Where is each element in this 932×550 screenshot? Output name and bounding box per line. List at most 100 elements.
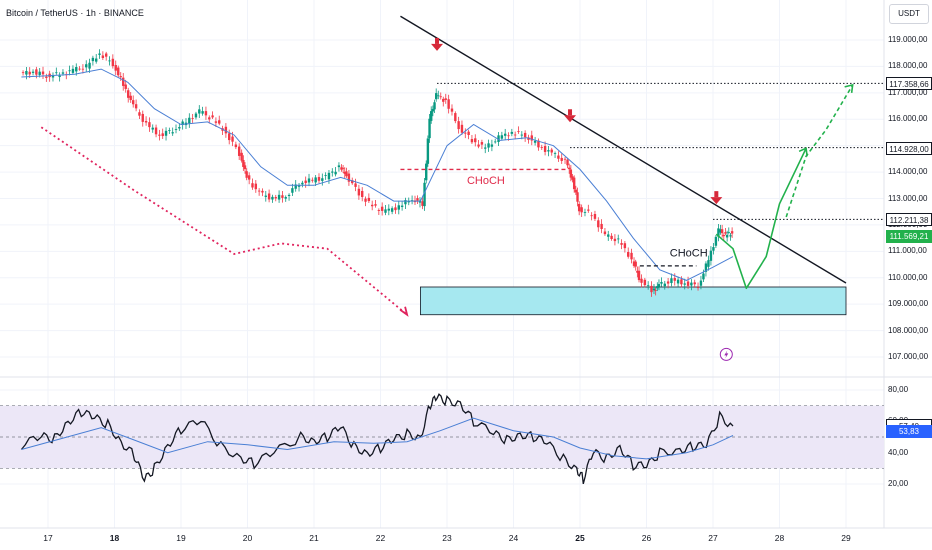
candle-body <box>361 190 364 197</box>
candle-body <box>620 243 623 245</box>
candle-body <box>610 235 613 240</box>
y-axis-tick: 109.000,00 <box>888 299 929 309</box>
candle-body <box>85 64 88 68</box>
candle-body <box>345 171 348 177</box>
candle-body <box>314 177 317 183</box>
down-arrow-icon <box>714 191 719 198</box>
x-axis-tick: 25 <box>575 533 585 543</box>
candle-body <box>444 98 447 100</box>
x-axis-tick: 28 <box>774 533 785 543</box>
candle-body <box>188 117 191 124</box>
candle-body <box>400 205 404 207</box>
candle-body <box>331 171 334 173</box>
candle-body <box>337 165 341 168</box>
candle-body <box>439 96 442 98</box>
candle-body <box>271 196 274 200</box>
candle-body <box>533 140 537 143</box>
candle-body <box>650 285 653 293</box>
candle-body <box>245 171 248 178</box>
candle-body <box>683 283 686 285</box>
candle-body <box>613 238 617 242</box>
price-label: 111.569,21 <box>886 230 932 244</box>
historic-dotted-arrow <box>40 126 408 316</box>
x-axis-tick: 18 <box>109 533 120 543</box>
candle-body <box>500 135 504 139</box>
candle-body <box>673 278 676 281</box>
candle-body <box>204 111 208 116</box>
currency-button[interactable]: USDT <box>889 4 929 24</box>
y-axis-tick: 118.000,00 <box>888 61 928 71</box>
candle-body <box>428 118 431 139</box>
candle-body <box>597 220 600 228</box>
candle-body <box>663 283 666 287</box>
candle-body <box>357 188 361 196</box>
candle-body <box>134 104 138 109</box>
candle-body <box>321 178 324 181</box>
x-axis-tick: 17 <box>43 533 53 543</box>
candle-body <box>45 76 48 78</box>
candle-body <box>174 129 178 130</box>
candle-body <box>530 135 533 141</box>
candle-body <box>725 234 729 238</box>
candle-body <box>719 229 722 233</box>
projection-solid-path <box>715 147 807 290</box>
rsi-ma-line <box>21 417 734 460</box>
candle-body <box>720 229 724 234</box>
rsi-value-label: 53,83 <box>886 424 932 438</box>
y-axis-tick: 111.000,00 <box>888 246 927 256</box>
candle-body <box>261 190 264 193</box>
candle-body <box>660 282 663 284</box>
candle-body <box>447 99 450 109</box>
x-axis-tick: 27 <box>708 533 718 543</box>
candle-body <box>240 152 243 161</box>
candle-body <box>632 261 636 266</box>
candle-body <box>636 270 639 273</box>
candle-body <box>144 120 148 123</box>
candle-body <box>247 175 251 180</box>
candle-body <box>587 209 590 211</box>
candle-body <box>454 113 457 122</box>
candle-body <box>722 235 726 237</box>
candle-body <box>384 209 387 213</box>
candle-body <box>237 146 241 156</box>
candle-body <box>191 118 194 119</box>
candle-body <box>61 72 65 74</box>
candle-body <box>646 285 650 287</box>
projection-arrow-head <box>844 83 854 94</box>
candle-body <box>198 109 201 114</box>
candle-body <box>127 90 130 98</box>
candle-body <box>81 68 85 70</box>
candle-body <box>122 77 125 86</box>
candle-body <box>560 157 563 161</box>
rsi-axis-tick: 80,00 <box>888 385 909 394</box>
candle-body <box>693 282 696 285</box>
candle-body <box>540 146 543 148</box>
candle-body <box>387 208 391 211</box>
candle-body <box>55 72 58 74</box>
candle-body <box>178 127 181 129</box>
candle-body <box>51 75 55 78</box>
candle-body <box>425 163 428 181</box>
rsi-axis-tick: 20,00 <box>888 479 909 488</box>
candle-body <box>676 279 680 284</box>
candle-body <box>324 175 327 176</box>
candle-body <box>327 172 331 180</box>
candle-body <box>374 204 377 206</box>
candle-body <box>351 180 354 184</box>
candle-body <box>583 212 587 213</box>
candle-body <box>517 131 520 132</box>
candle-body <box>577 203 581 212</box>
candle-body <box>523 132 527 138</box>
candle-body <box>228 133 231 141</box>
candle-body <box>317 177 321 181</box>
candle-body <box>657 284 661 287</box>
candle-body <box>343 171 346 174</box>
candle-body <box>574 189 578 193</box>
candle-body <box>208 117 211 120</box>
candle-body <box>404 200 407 205</box>
candle-body <box>281 195 284 198</box>
candle-body <box>426 138 430 164</box>
candle-body <box>712 247 715 251</box>
candle-body <box>71 68 75 73</box>
